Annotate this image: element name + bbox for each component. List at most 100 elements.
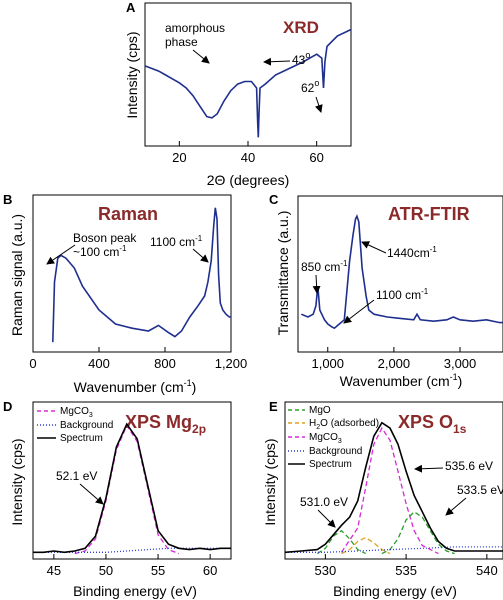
arrow-52-1 <box>79 483 104 505</box>
arrow-533-5 <box>445 497 467 516</box>
x-tick-label: 60 <box>309 150 323 165</box>
series-e <box>284 421 503 555</box>
series-a <box>144 28 352 138</box>
arrow-peak-62 <box>314 96 323 113</box>
y-axis-label-b: Raman signal (a.u.) <box>9 214 25 336</box>
x-tick-label: 530 <box>315 563 337 578</box>
arrow-peak-1100c <box>343 299 375 324</box>
panel-letter-a: A <box>126 0 136 15</box>
arrow-peak-1100 <box>192 248 209 263</box>
x-tick-label: 1,000 <box>311 356 344 371</box>
x-axis-label-d: Binding energy (eV) <box>73 583 197 599</box>
x-tick-label: 400 <box>88 356 110 371</box>
panel-e: E XPS O1s MgO H2O (adsorbed) MgCO3 Backg… <box>262 399 503 599</box>
x-tick-label: 800 <box>154 356 176 371</box>
arrow-peak-43 <box>263 57 291 66</box>
x-tick-label: 535 <box>395 563 417 578</box>
legend-label-background-e: Background <box>309 446 362 457</box>
legend-e: MgO H2O (adsorbed) MgCO3 Background Spec… <box>288 405 379 470</box>
chart-title-b: Raman <box>98 204 158 224</box>
panel-letter-c: C <box>269 192 279 207</box>
x-tick-label: 2,000 <box>378 356 411 371</box>
arrow-peak-850 <box>312 274 321 294</box>
panel-letter-d: D <box>3 399 12 414</box>
arrow-peak-1440 <box>361 241 387 254</box>
x-tick-label: 3,000 <box>444 356 477 371</box>
x-tick-label: 60 <box>203 563 217 578</box>
panel-letter-b: B <box>3 192 12 207</box>
annotation-amorphous-1: amorphous <box>165 21 225 35</box>
series-line-d-mgco3 <box>74 424 180 555</box>
annotation-52-1: 52.1 eV <box>56 469 97 483</box>
panel-a: A XRD 20 40 60 2Θ (degrees) Intensity (cps… <box>124 0 352 188</box>
annotation-peak-43: 43o <box>292 50 310 67</box>
panel-d: D XPS Mg2p MgCO3 Background Spectrum 45 5… <box>3 399 232 599</box>
annotation-peak-1440: 1440cm-1 <box>387 245 437 260</box>
annotation-peak-1100: 1100 cm-1 <box>150 234 203 249</box>
annotation-amorphous-2: phase <box>165 35 198 49</box>
chart-title-d: XPS Mg2p <box>125 412 206 436</box>
series-line-b-spectrum <box>52 207 231 343</box>
chart-title-c: ATR-FTIR <box>388 204 470 224</box>
legend-label-h2o: H2O (adsorbed) <box>309 418 379 431</box>
series-line-e-mgo-535-6 <box>381 510 455 555</box>
x-ticks-b: 0 400 800 1,200 <box>29 347 247 371</box>
chart-title-a: XRD <box>283 18 319 37</box>
panel-letter-e: E <box>269 399 278 414</box>
legend-label-spectrum: Spectrum <box>60 433 103 444</box>
series-c <box>300 214 503 330</box>
series-line-c-spectrum <box>300 214 503 330</box>
series-line-e-spectrum <box>284 421 503 554</box>
annotation-peak-62: 62o <box>301 78 319 95</box>
plot-frame-b <box>32 194 232 353</box>
legend-label-mgco3-e: MgCO3 <box>309 432 342 445</box>
legend-label-spectrum-e: Spectrum <box>309 459 352 470</box>
series-d <box>33 422 231 555</box>
x-axis-label-e: Binding energy (eV) <box>333 583 457 599</box>
arrow-535-6 <box>414 464 444 473</box>
x-axis-label-c: Wavenumber (cm-1) <box>340 372 463 389</box>
x-tick-label: 45 <box>47 563 61 578</box>
series-line-e-mgo <box>316 529 366 555</box>
x-tick-label: 1,200 <box>215 356 248 371</box>
series-line-e-background <box>285 546 503 553</box>
arrow-boson <box>46 244 76 265</box>
series-b <box>52 207 231 343</box>
legend-d: MgCO3 Background Spectrum <box>37 406 113 444</box>
plot-frame-c <box>297 195 503 353</box>
legend-label-background: Background <box>60 420 113 431</box>
x-tick-label: 55 <box>151 563 165 578</box>
series-line-a-spectrum <box>144 28 352 138</box>
x-ticks-e: 530 535 540 <box>315 554 498 578</box>
annotation-533-5: 533.5 eV <box>457 483 503 497</box>
annotation-531-0: 531.0 eV <box>300 495 348 509</box>
panel-b: B Raman 0 400 800 1,200 Wavenumber (cm-1) R… <box>3 192 247 395</box>
x-tick-label: 20 <box>172 150 186 165</box>
y-axis-label-c: Transmittance (a.u.) <box>275 211 291 336</box>
arrow-531-0 <box>317 509 336 528</box>
annotation-boson-2: ~100 cm-1 <box>73 244 127 259</box>
plot-frame-e <box>284 401 503 560</box>
y-axis-label-a: Intensity (cps) <box>124 31 140 118</box>
x-tick-label: 540 <box>476 563 498 578</box>
x-ticks-d: 45 50 55 60 <box>47 554 217 578</box>
x-axis-label-a: 2Θ (degrees) <box>207 172 289 188</box>
series-line-d-background <box>33 547 231 553</box>
annotation-535-6: 535.6 eV <box>445 459 493 473</box>
annotation-boson-1: Boson peak <box>73 231 137 245</box>
x-tick-label: 40 <box>241 150 255 165</box>
x-ticks-c: 1,000 2,000 3,000 <box>311 347 476 371</box>
chart-title-e: XPS O1s <box>398 412 467 436</box>
x-tick-label: 50 <box>99 563 113 578</box>
y-axis-label-d: Intensity (cps) <box>9 438 25 525</box>
arrow-amorphous <box>192 49 210 64</box>
y-axis-label-e: Intensity (cps) <box>262 438 278 525</box>
legend-label-mgo: MgO <box>309 405 331 416</box>
series-line-e-mgco3 <box>340 426 439 555</box>
x-axis-label-b: Wavenumber (cm-1) <box>74 378 197 395</box>
panel-c: C ATR-FTIR 1,000 2,000 3,000 Wavenumber (c… <box>269 192 503 389</box>
annotation-peak-850: 850 cm-1 <box>301 259 348 274</box>
annotation-peak-1100c: 1100 cm-1 <box>376 287 429 302</box>
x-ticks-a: 20 40 60 <box>172 141 324 165</box>
